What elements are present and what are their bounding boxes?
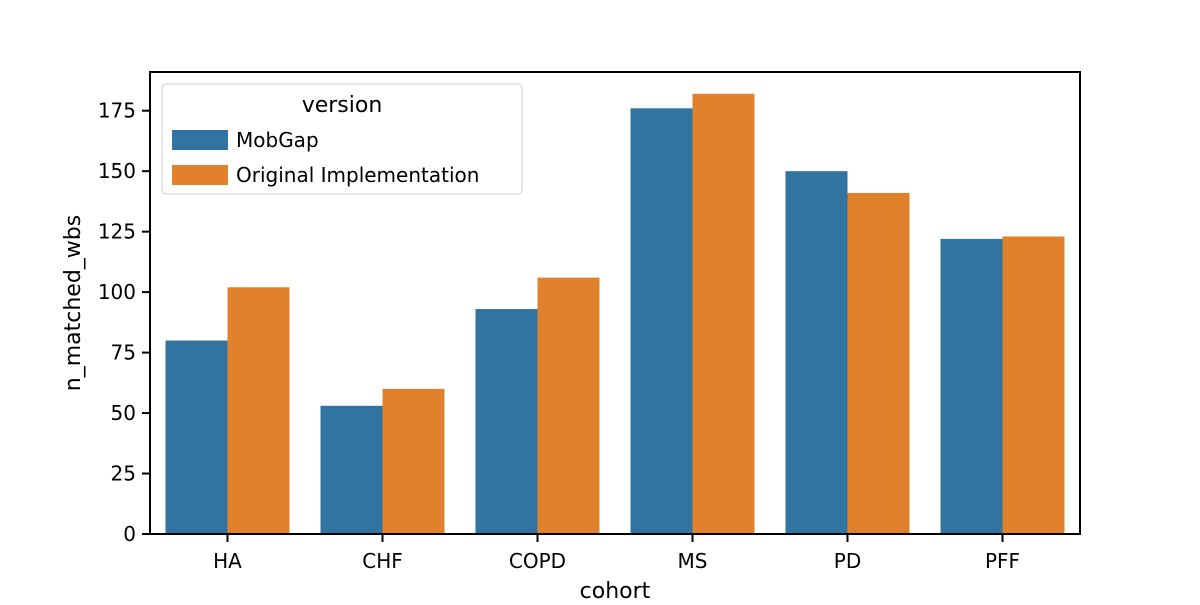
legend-label: MobGap <box>236 128 319 152</box>
bar-mobgap-chf <box>320 405 383 534</box>
bar-mobgap-ms <box>630 108 693 535</box>
bar-mobgap-pd <box>785 171 848 534</box>
y-axis-label: n_matched_wbs <box>61 215 86 391</box>
x-axis-label: cohort <box>580 579 651 600</box>
plot-frame <box>149 71 1081 535</box>
x-tick-label: PFF <box>985 549 1020 573</box>
bar-original-implementation-ha <box>227 287 290 534</box>
legend-entries: MobGap Original Implementation <box>172 128 479 187</box>
bar-original-implementation-copd <box>537 277 600 534</box>
y-tick-label: 125 <box>98 220 136 244</box>
x-axis: HA CHF COPD MS PD PFF <box>213 534 1020 573</box>
legend-swatch <box>172 165 228 185</box>
x-tick-label: CHF <box>362 549 403 573</box>
y-tick-label: 175 <box>98 99 136 123</box>
legend: version MobGap Original Implementation <box>161 83 523 195</box>
x-tick-label: COPD <box>509 549 566 573</box>
y-tick-label: 150 <box>98 159 136 183</box>
bar-original-implementation-ms <box>692 93 755 535</box>
bar-mobgap-pff <box>940 238 1003 535</box>
y-tick-label: 0 <box>123 522 136 546</box>
y-tick-label: 25 <box>111 462 136 486</box>
bar-mobgap-copd <box>475 309 538 534</box>
legend-label: Original Implementation <box>236 163 479 187</box>
bar-original-implementation-pd <box>847 192 910 534</box>
bar-original-implementation-chf <box>382 388 445 534</box>
legend-swatch <box>172 130 228 150</box>
y-tick-label: 50 <box>111 401 136 425</box>
y-tick-label: 100 <box>98 280 136 304</box>
bar-mobgap-ha <box>165 340 228 534</box>
legend-title: version <box>302 93 383 118</box>
x-tick-label: MS <box>678 549 708 573</box>
bars-layer <box>165 93 1065 535</box>
y-axis: 0 25 50 75 100 125 150 175 <box>98 99 150 546</box>
bar-original-implementation-pff <box>1002 236 1065 534</box>
x-tick-label: PD <box>834 549 861 573</box>
x-tick-label: HA <box>213 549 242 573</box>
legend-box <box>161 83 523 195</box>
y-tick-label: 75 <box>111 341 136 365</box>
